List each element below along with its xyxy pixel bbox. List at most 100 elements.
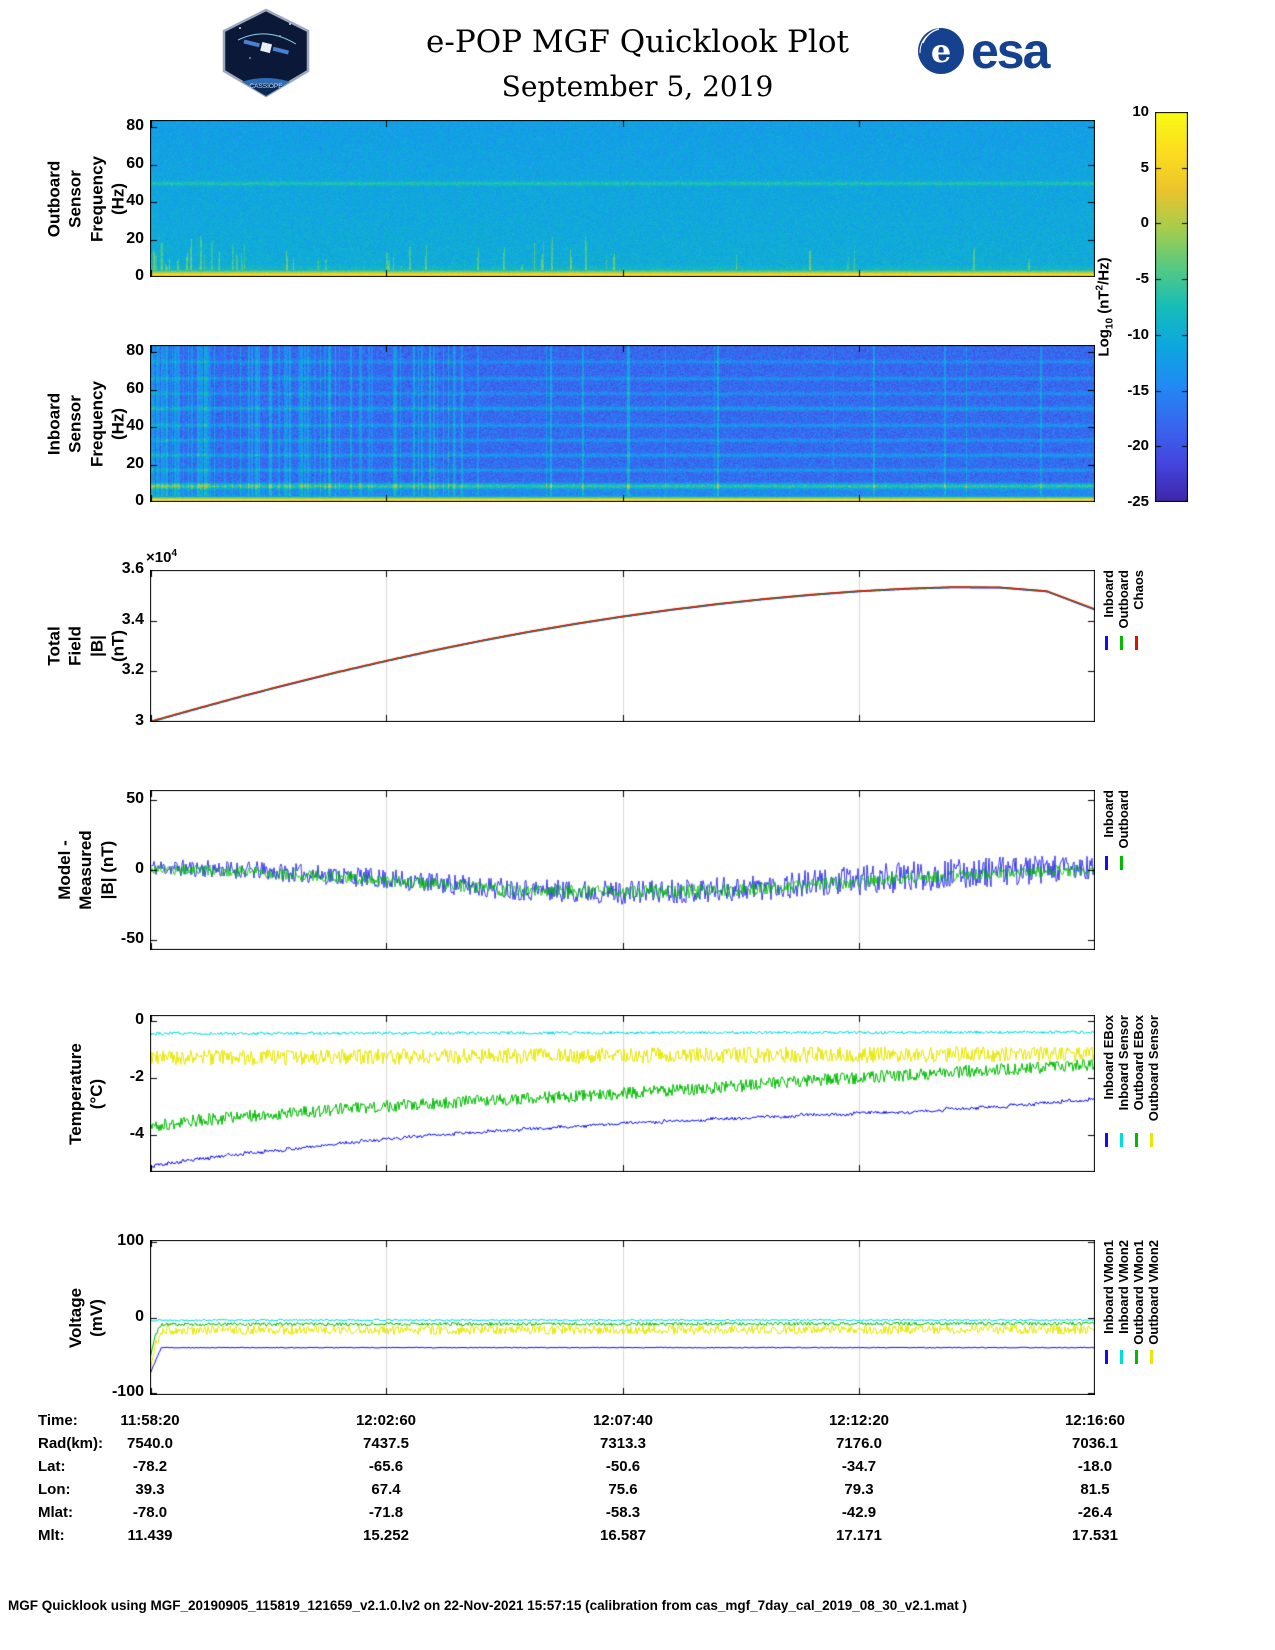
colorbar-tick-label: -25	[1127, 493, 1149, 510]
total-field-panel: 3 3.2 3.4 3.6 Inboard Outboard Chaos	[122, 560, 1146, 729]
colorbar-tick-label: -5	[1135, 270, 1149, 288]
esa-emblem-icon: e	[918, 28, 964, 74]
colorbar-canvas	[1155, 112, 1188, 502]
ephemeris-table: Time: 11:58:20 12:02:60 12:07:40 12:12:20 12:…	[0, 1412, 1275, 1554]
ephemeris-value: -26.4	[1077, 1504, 1113, 1521]
ephemeris-row-label: Time:	[38, 1412, 78, 1429]
colorbar-tick-label: 5	[1140, 158, 1149, 176]
ephemeris-row: Rad(km): 7540.0 7437.5 7313.3 7176.0 7036.1	[0, 1435, 1275, 1458]
y-tick-label: 60	[126, 379, 144, 397]
ephemeris-value: 11.439	[127, 1527, 173, 1544]
page-subtitle: September 5, 2019	[501, 70, 774, 103]
outboard-spectrogram-canvas	[150, 120, 1095, 277]
legend-label: Outboard EBox	[1131, 1015, 1146, 1111]
ephemeris-value: 7540.0	[127, 1435, 173, 1452]
total-field-canvas	[150, 570, 1095, 722]
ephemeris-value: -18.0	[1077, 1458, 1113, 1475]
y-tick-label: 0	[135, 492, 144, 509]
legend-label: Inboard	[1101, 790, 1116, 838]
cassiope-logo-label: CASSIOPE	[249, 83, 283, 90]
ylabel-outboard-spectrogram: Outboard Sensor Frequency (Hz)	[44, 155, 128, 242]
legend-color-key	[1105, 1350, 1108, 1365]
ephemeris-value: 39.3	[135, 1481, 165, 1498]
colorbar-tick-label: 0	[1140, 214, 1149, 232]
y-tick-label: 0	[135, 860, 144, 877]
ylabel-temperature: Temperature (°C)	[65, 1042, 106, 1145]
voltage-canvas	[150, 1240, 1095, 1395]
legend-label: Outboard VMon1	[1131, 1240, 1146, 1345]
model-measured-panel: -50 0 50 Inboard Outboard	[121, 790, 1131, 950]
legend-color-key	[1150, 1350, 1153, 1365]
y-tick-label: 20	[126, 229, 144, 247]
legend-color-key	[1150, 1132, 1153, 1147]
y-tick-label: 0	[135, 267, 144, 284]
y-tick-label: -4	[129, 1124, 144, 1142]
y-tick-label: -2	[129, 1067, 144, 1085]
legend-color-key	[1120, 636, 1123, 651]
legend-color-keys	[1101, 856, 1181, 874]
ephemeris-value: -78.0	[132, 1504, 168, 1521]
colorbar-tick-label: 10	[1132, 103, 1149, 120]
legend-color-keys	[1101, 1350, 1181, 1368]
legend-color-key	[1105, 636, 1108, 651]
temperature-canvas	[150, 1015, 1095, 1172]
ephemeris-value: 17.531	[1072, 1527, 1118, 1544]
ephemeris-row-label: Mlat:	[38, 1504, 73, 1521]
cassiope-logo: CASSIOPE	[222, 8, 310, 98]
y-tick-label: 100	[117, 1232, 144, 1250]
colorbar-tick-label: -10	[1127, 325, 1149, 343]
y-tick-label: 80	[126, 342, 144, 360]
ephemeris-value: 7176.0	[836, 1435, 882, 1452]
legend-color-key	[1105, 1132, 1108, 1147]
ephemeris-value: 12:12:20	[828, 1412, 890, 1429]
y-tick-label: 0	[135, 1010, 144, 1028]
legend-label: Outboard	[1116, 790, 1131, 849]
model-measured-canvas	[150, 790, 1095, 950]
colorbar-tick-label: -20	[1127, 437, 1149, 455]
ephemeris-value: 75.6	[608, 1481, 638, 1498]
ephemeris-row: Lat: -78.2 -65.6 -50.6 -34.7 -18.0	[0, 1458, 1275, 1481]
ephemeris-row: Lon: 39.3 67.4 75.6 79.3 81.5	[0, 1481, 1275, 1504]
esa-emblem-letter: e	[931, 32, 951, 70]
legend-label: Outboard	[1116, 570, 1131, 629]
y-tick-label: -50	[120, 930, 144, 948]
legend-color-key	[1135, 636, 1138, 651]
ephemeris-row-label: Lon:	[38, 1481, 71, 1498]
ylabel-inboard-spectrogram: Inboard Sensor Frequency (Hz)	[44, 380, 128, 467]
ephemeris-value: -78.2	[132, 1458, 168, 1475]
legend-color-key	[1105, 856, 1108, 871]
legend-color-key	[1135, 1132, 1138, 1147]
ephemeris-value: 12:07:40	[592, 1412, 654, 1429]
ephemeris-value: 12:16:60	[1064, 1412, 1126, 1429]
legend-label: Chaos	[1131, 570, 1146, 610]
legend-label: Inboard	[1101, 570, 1116, 618]
legend-label: Inboard Sensor	[1116, 1015, 1131, 1111]
ephemeris-row-label: Lat:	[38, 1458, 66, 1475]
y-tick-label: 40	[126, 192, 144, 210]
y-tick-label: 50	[126, 789, 144, 807]
ylabel-model-measured: Model - Measured |B| (nT)	[55, 830, 117, 910]
y-tick-label: 60	[126, 154, 144, 172]
ephemeris-value: 12:02:60	[355, 1412, 417, 1429]
footer-text: MGF Quicklook using MGF_20190905_115819_…	[8, 1598, 968, 1613]
ephemeris-value: -50.6	[605, 1458, 641, 1475]
ephemeris-row: Mlat: -78.0 -71.8 -58.3 -42.9 -26.4	[0, 1504, 1275, 1527]
outboard-spectrogram-panel: 0 20 40 60 80	[126, 117, 1095, 284]
legend-label: Outboard VMon2	[1146, 1240, 1161, 1345]
legend-label: Inboard VMon1	[1101, 1240, 1116, 1334]
y-tick-label: 20	[126, 454, 144, 472]
ephemeris-value: -71.8	[368, 1504, 404, 1521]
y-tick-label: 0	[135, 1307, 144, 1325]
y-tick-label: -100	[111, 1382, 144, 1400]
colorbar: 10 5 0 -5 -10 -15 -20 -25	[1127, 103, 1188, 510]
legend-color-keys	[1101, 636, 1181, 654]
legend-color-key	[1120, 1132, 1123, 1147]
colorbar-tick-label: -15	[1127, 381, 1149, 399]
ephemeris-value: 7313.3	[600, 1435, 646, 1452]
ylabel-voltage: Voltage (mV)	[65, 1287, 106, 1348]
ephemeris-value: 79.3	[844, 1481, 874, 1498]
legend-color-key	[1120, 856, 1123, 871]
temperature-panel: 0 -2 -4 Inboard EBox Inboard Sensor Outboard …	[130, 1011, 1161, 1172]
